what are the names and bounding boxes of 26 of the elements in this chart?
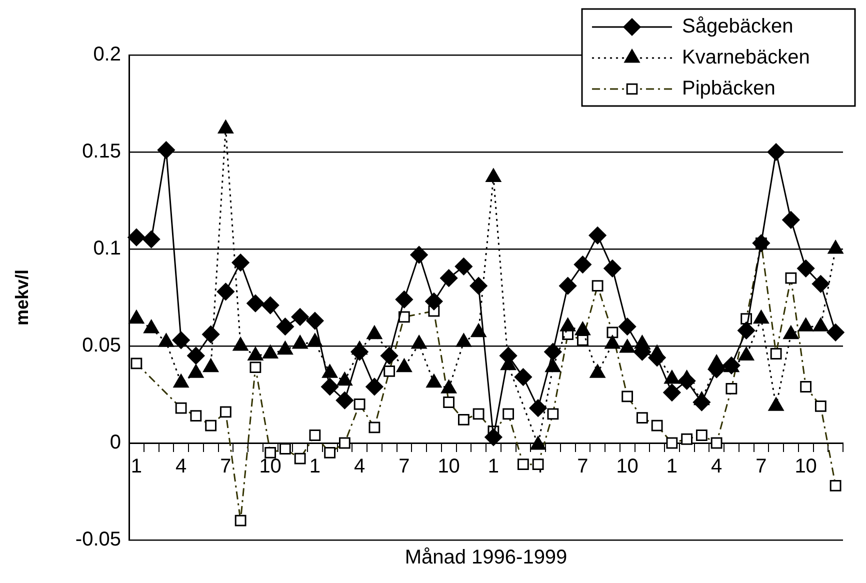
x-tick-label: 1 — [309, 456, 320, 478]
x-tick-label: 10 — [438, 456, 460, 478]
x-tick-label: 4 — [711, 456, 722, 478]
x-tick-label: 7 — [220, 456, 232, 478]
y-tick-label: -0.05 — [75, 528, 121, 551]
x-tick-label: 4 — [176, 456, 187, 478]
y-axis-title: mekv/l — [12, 269, 32, 326]
x-tick-label: 10 — [616, 456, 638, 478]
legend-label: Pipbäcken — [682, 78, 776, 100]
y-tick-label: 0.1 — [93, 238, 121, 260]
y-tick-label: 0.05 — [82, 334, 121, 357]
legend-label: Sågebäcken — [682, 16, 794, 38]
x-tick-label: 4 — [354, 456, 366, 478]
x-tick-label: 7 — [756, 456, 767, 478]
x-tick-label: 10 — [259, 456, 282, 478]
y-tick-label: 0.2 — [93, 44, 121, 66]
x-tick-label: 1 — [666, 456, 678, 478]
y-tick-label: 0 — [110, 432, 121, 454]
x-tick-label: 7 — [577, 456, 588, 478]
x-tick-label: 10 — [794, 456, 817, 478]
y-tick-label: 0.15 — [82, 140, 121, 163]
x-tick-label: 7 — [398, 456, 410, 478]
x-tick-label: 1 — [130, 456, 142, 478]
x-axis-title: Månad 1996-1999 — [404, 546, 568, 569]
legend-label: Kvarnebäcken — [682, 46, 810, 69]
x-tick-label: 1 — [488, 456, 499, 478]
